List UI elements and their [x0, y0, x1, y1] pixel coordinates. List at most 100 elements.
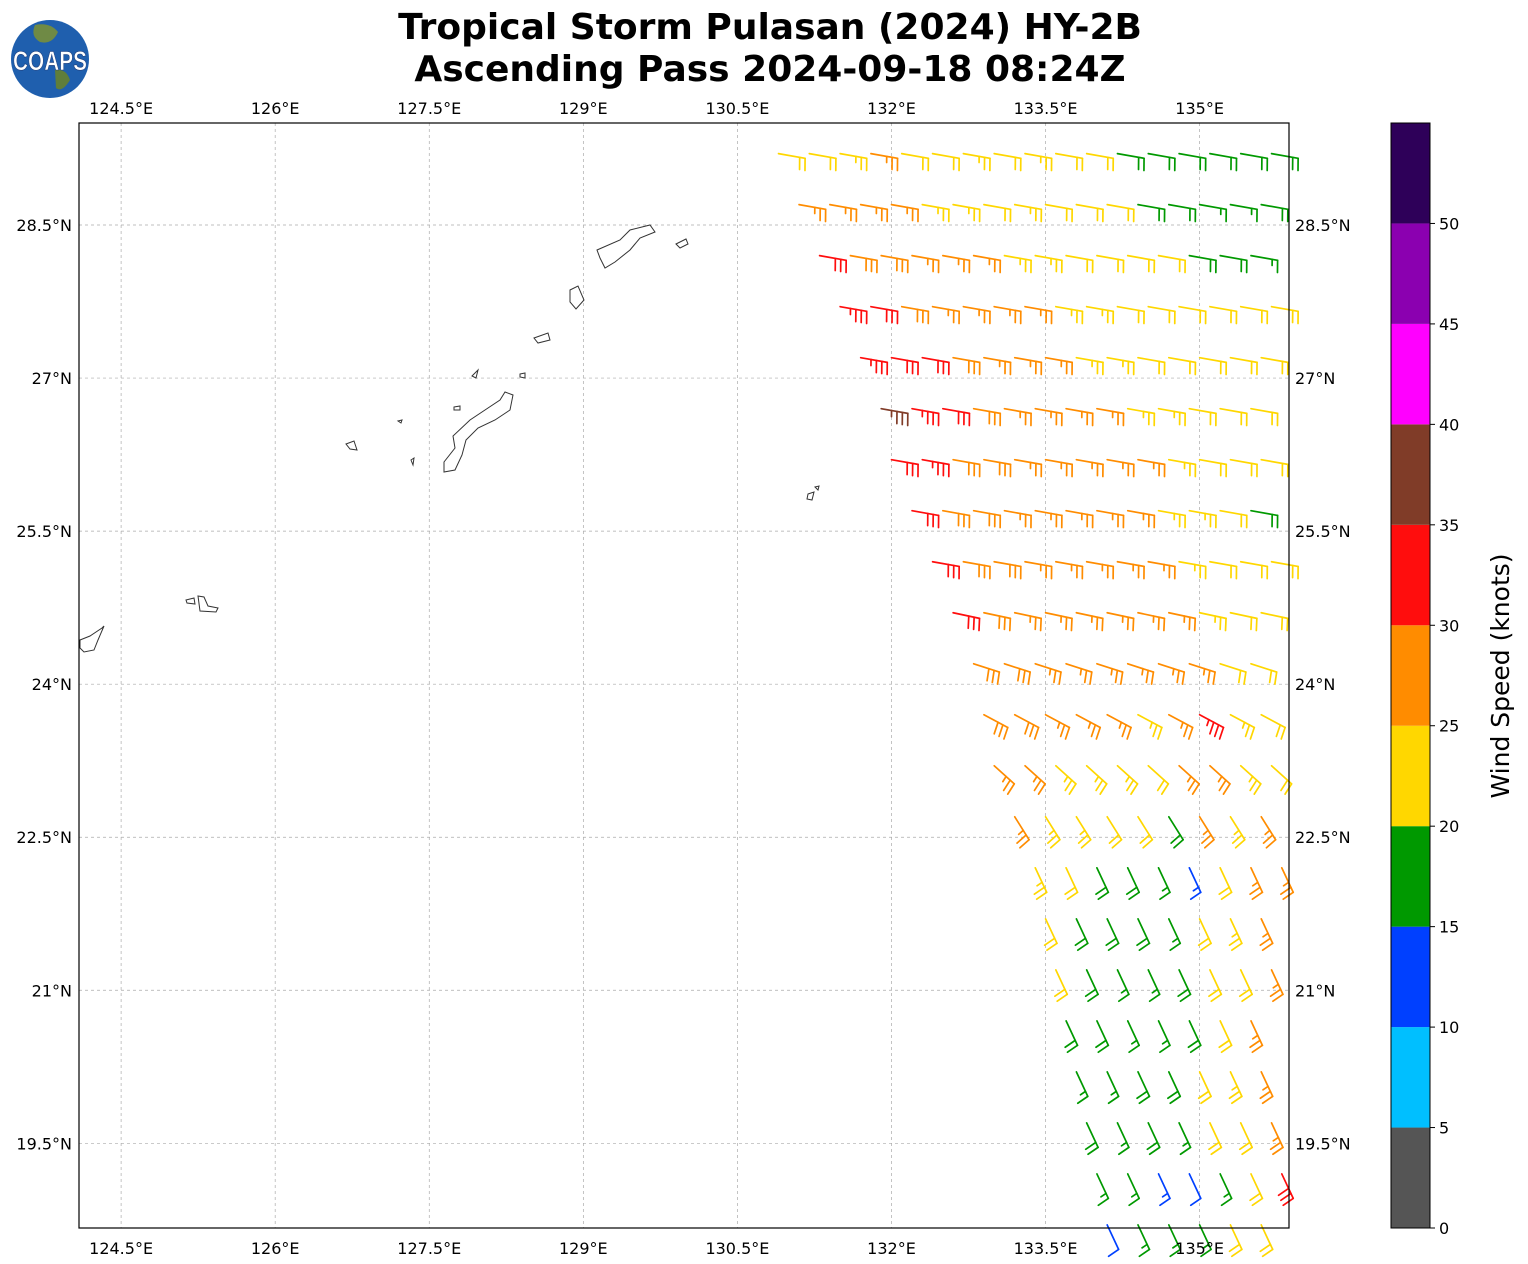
colorbar-tick-label: 5 [1439, 1119, 1449, 1138]
barb-shaft [1085, 152, 1115, 160]
barb-full [1126, 616, 1130, 631]
barb-shaft [890, 356, 919, 364]
barb-shaft [952, 458, 981, 466]
barb-full [1220, 1197, 1233, 1207]
wind-barb [1219, 1173, 1233, 1207]
barb-shaft [829, 203, 858, 211]
wind-barb [870, 152, 899, 172]
barb-full [1210, 1146, 1223, 1156]
barb-shaft [1003, 254, 1032, 262]
barb-shaft [1239, 152, 1269, 160]
barb-shaft [1137, 458, 1166, 466]
barb-shaft [1044, 356, 1074, 364]
barb-half [1110, 667, 1113, 676]
wind-barb [1157, 1020, 1171, 1054]
lat-tick-label: 22.5°N [16, 828, 72, 847]
barb-shaft [1096, 1020, 1110, 1047]
barb-shaft [1260, 458, 1289, 466]
colorbar-label: Wind Speed (knots) [1486, 553, 1515, 798]
wind-barb [1178, 152, 1207, 172]
wind-barb [1167, 713, 1194, 740]
barb-shaft [1229, 611, 1258, 620]
barb-full [1218, 886, 1231, 896]
barb-shaft [1167, 917, 1182, 945]
barb-full [1181, 671, 1186, 685]
wind-barb [1167, 917, 1182, 952]
barb-shaft [1260, 1071, 1274, 1098]
barb-shaft [1147, 305, 1176, 313]
wind-barb [1125, 866, 1140, 901]
wind-barb [1095, 1020, 1110, 1054]
barb-shaft [900, 152, 930, 160]
barb-shaft [931, 305, 961, 313]
barb-shaft [1250, 254, 1279, 262]
barb-shaft [1126, 1173, 1140, 1200]
barb-full [1282, 891, 1295, 901]
barb-full [1189, 891, 1202, 901]
barb-half [1036, 881, 1043, 887]
wind-barb [1219, 407, 1248, 427]
barb-shaft [1054, 764, 1077, 785]
barb-shaft [1075, 1071, 1089, 1098]
barb-full [967, 615, 970, 630]
barb-shaft [1034, 866, 1048, 894]
barb-shaft [1239, 764, 1262, 785]
barb-shaft [1013, 611, 1043, 620]
barb-full [1130, 783, 1139, 795]
barb-full [1197, 1090, 1210, 1100]
barb-half [1241, 721, 1246, 729]
wind-barb [1065, 407, 1094, 427]
barb-half [1048, 829, 1055, 836]
wind-barb [993, 305, 1022, 325]
wind-barb [1116, 152, 1145, 172]
barb-shaft [859, 356, 889, 364]
barb-shaft [1054, 560, 1084, 568]
wind-barb [983, 458, 1012, 478]
wind-barb [1218, 866, 1233, 901]
wind-barb [1238, 1122, 1253, 1156]
wind-barb [1106, 611, 1135, 632]
wind-barb [1126, 407, 1156, 427]
wind-barb [1065, 254, 1094, 274]
barb-shaft [952, 203, 981, 211]
wind-barb [1260, 356, 1289, 376]
barb-full [1224, 617, 1227, 632]
wind-barb [941, 509, 971, 529]
wind-barb [1096, 509, 1125, 529]
wind-barb [1147, 305, 1176, 325]
wind-barb [1249, 866, 1264, 901]
barb-full [1259, 937, 1272, 947]
barb-half [1141, 667, 1144, 676]
wind-barb [1044, 611, 1073, 632]
barb-shaft [849, 254, 878, 262]
barb-shaft [1147, 764, 1170, 785]
barb-half [1056, 721, 1061, 729]
wind-barb [1136, 917, 1151, 952]
barb-shaft [1260, 203, 1289, 211]
barb-full [1024, 721, 1030, 735]
wind-barb [1259, 1071, 1274, 1105]
wind-barb [1096, 407, 1125, 427]
wind-barb [993, 560, 1022, 580]
lat-tick-label: 27°N [1295, 369, 1335, 388]
barb-full [986, 667, 990, 682]
colorbar-bin [1391, 926, 1430, 1028]
barb-shaft [1239, 969, 1253, 996]
barb-full [1016, 834, 1027, 844]
barb-shaft [1229, 713, 1256, 729]
barb-full [1207, 669, 1211, 684]
barb-full [1105, 937, 1118, 947]
barb-half [1161, 1192, 1169, 1198]
wind-barb [1034, 662, 1062, 685]
barb-shaft [1167, 1224, 1182, 1251]
barb-shaft [1034, 662, 1062, 673]
wind-barb [1259, 917, 1274, 952]
barb-full [1148, 993, 1161, 1003]
wind-barb [1250, 662, 1278, 685]
barb-full [1251, 891, 1264, 901]
wind-barb [1157, 407, 1186, 427]
wind-barb [1137, 356, 1166, 376]
wind-barb [921, 203, 950, 223]
barb-shaft [870, 152, 899, 160]
barb-shaft [921, 356, 950, 364]
